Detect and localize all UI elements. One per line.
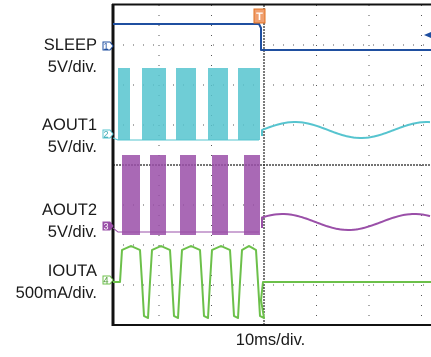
channel-marker-4: 4 — [102, 275, 114, 286]
channel-marker-1: 1 — [102, 41, 114, 52]
aout1-scale: 5V/div. — [47, 138, 97, 156]
channel-label-sleep: SLEEP 5V/div. — [44, 34, 97, 78]
aout1-burst — [208, 68, 228, 140]
aout1-burst — [238, 68, 260, 140]
sleep-trace — [113, 23, 431, 51]
channel-marker-4-id: 4 — [103, 276, 108, 286]
traces — [112, 23, 431, 319]
iouta-scale: 500mA/div. — [15, 284, 97, 302]
aout2-burst — [150, 155, 166, 235]
aout2-scale: 5V/div. — [47, 223, 97, 241]
channel-label-aout1: AOUT1 5V/div. — [42, 114, 97, 158]
trigger-marker: T — [253, 8, 266, 24]
time-scale-label: 10ms/div. — [235, 331, 306, 349]
aout1-name: AOUT1 — [41, 116, 97, 134]
aout2-burst — [244, 155, 260, 235]
aout2-trace — [261, 213, 431, 231]
channel-marker-3: 3 — [102, 221, 114, 232]
aout1-burst — [142, 68, 166, 140]
channel-marker-2: 2 — [102, 129, 114, 140]
aout2-burst — [122, 155, 140, 235]
iouta-trace — [113, 245, 431, 319]
channel-label-iouta: IOUTA 500mA/div. — [16, 260, 97, 304]
iouta-name: IOUTA — [47, 262, 97, 280]
aout1-burst — [176, 68, 196, 140]
channel-marker-2-id: 2 — [103, 130, 108, 140]
right-edge-arrow — [424, 32, 431, 38]
sleep-scale: 5V/div. — [47, 58, 97, 76]
aout2-name: AOUT2 — [41, 201, 97, 219]
trigger-marker-label: T — [256, 11, 263, 23]
sleep-name: SLEEP — [43, 36, 97, 54]
aout2-burst — [180, 155, 196, 235]
aout1-burst — [118, 68, 130, 140]
aout2-burst — [212, 155, 228, 235]
aout1-switching — [112, 137, 259, 141]
aout1-trace — [261, 121, 431, 139]
channel-label-aout2: AOUT2 5V/div. — [42, 199, 97, 243]
channel-marker-3-id: 3 — [103, 222, 108, 232]
channel-marker-1-id: 1 — [103, 42, 108, 52]
aout2-switching — [112, 227, 259, 233]
